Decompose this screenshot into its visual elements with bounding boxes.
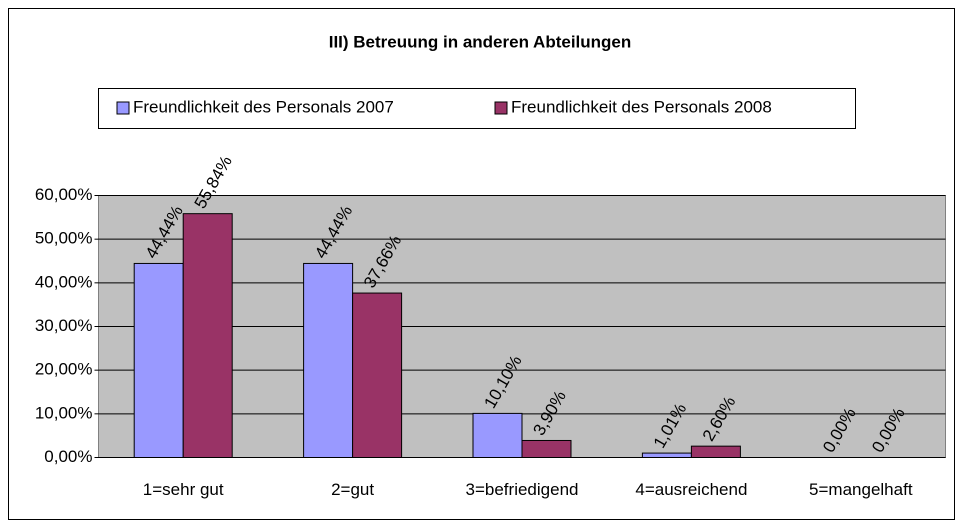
- bar: [182, 213, 233, 458]
- bar: [690, 445, 741, 459]
- y-tick-label: 60,00%: [35, 185, 93, 204]
- bar: [472, 412, 523, 458]
- bar: [303, 262, 354, 459]
- x-tick-label: 1=sehr gut: [143, 480, 224, 499]
- legend-label: Freundlichkeit des Personals 2008: [511, 97, 772, 116]
- legend: [98, 88, 856, 129]
- y-tick-label: 0,00%: [44, 447, 92, 466]
- chart-title: III) Betreuung in anderen Abteilungen: [329, 32, 632, 51]
- x-tick-label: 5=mangelhaft: [809, 480, 913, 499]
- legend-swatch: [116, 101, 130, 115]
- y-tick-label: 40,00%: [35, 272, 93, 291]
- y-tick-label: 10,00%: [35, 403, 93, 422]
- x-tick-label: 3=befriedigend: [466, 480, 579, 499]
- y-tick-label: 50,00%: [35, 229, 93, 248]
- y-tick-label: 30,00%: [35, 316, 93, 335]
- legend-label: Freundlichkeit des Personals 2007: [133, 97, 394, 116]
- bar: [521, 439, 572, 459]
- legend-swatch: [494, 101, 508, 115]
- bar: [641, 452, 692, 458]
- bar: [133, 262, 184, 459]
- y-tick-label: 20,00%: [35, 360, 93, 379]
- x-tick-label: 4=ausreichend: [635, 480, 747, 499]
- x-tick-label: 2=gut: [331, 480, 374, 499]
- bar: [352, 292, 403, 458]
